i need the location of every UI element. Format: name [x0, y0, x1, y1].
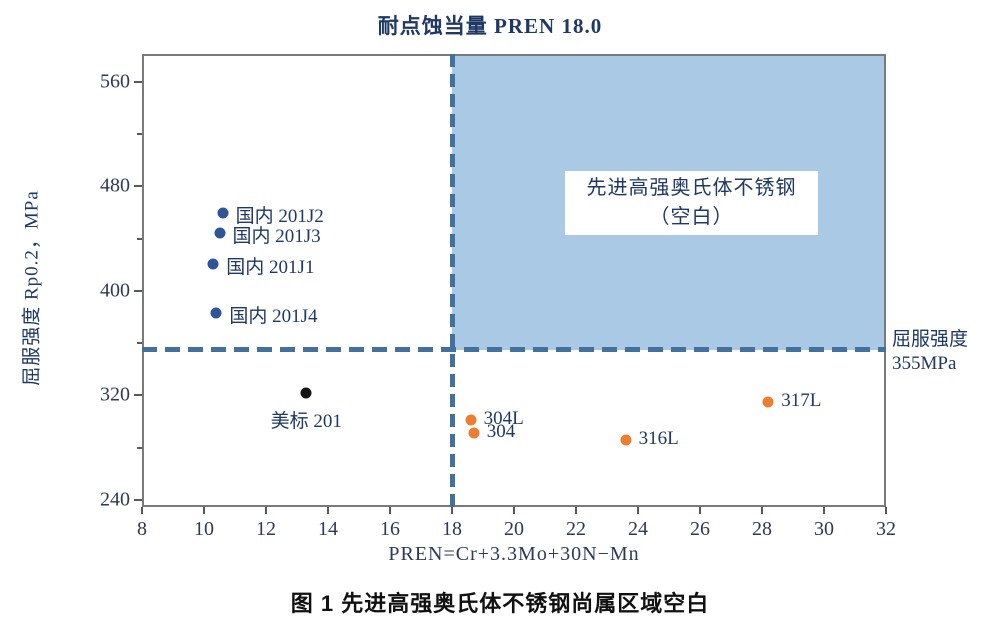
x-axis-tick — [699, 507, 701, 514]
pren-threshold-dashed-line — [449, 54, 455, 507]
x-axis-tick — [575, 507, 577, 514]
chart-title: 耐点蚀当量 PREN 18.0 — [377, 14, 603, 38]
y-axis-tick — [134, 185, 142, 188]
x-axis-tick — [761, 507, 763, 514]
y-axis-minor-tick — [137, 133, 142, 136]
x-axis-tick-label: 12 — [256, 518, 276, 540]
y-axis-tick-label: 560 — [100, 70, 130, 93]
x-axis-tick-label: 8 — [137, 518, 147, 540]
data-point-label: 304L — [483, 408, 524, 430]
x-axis-tick — [141, 507, 143, 514]
x-axis-tick — [823, 507, 825, 514]
yield-threshold-label-line2: 355MPa — [892, 353, 957, 374]
y-axis-tick — [134, 289, 142, 292]
x-axis-tick-label: 30 — [814, 518, 834, 540]
data-point-国内-201J1 — [207, 258, 219, 270]
y-axis-label: 屈服强度 Rp0.2，MPa — [21, 190, 43, 386]
x-axis-tick-label: 32 — [876, 518, 896, 540]
data-point-label: 317L — [781, 389, 822, 411]
data-point-316L — [620, 434, 632, 446]
yield-threshold-label-line1: 屈服强度 — [892, 329, 969, 350]
data-point-label: 美标 201 — [270, 410, 342, 432]
data-point-国内-201J4 — [210, 307, 222, 319]
data-point-304L — [465, 414, 477, 426]
data-point-国内-201J3 — [214, 227, 225, 239]
y-axis-tick-label: 320 — [100, 383, 130, 406]
data-point-label: 316L — [638, 427, 679, 449]
x-axis-tick-label: 14 — [318, 518, 338, 540]
x-axis-tick — [389, 507, 391, 514]
x-axis-tick — [637, 507, 639, 514]
data-point-label: 国内 201J4 — [229, 306, 318, 328]
data-point-label: 国内 201J2 — [235, 205, 324, 227]
y-axis-tick — [134, 394, 142, 397]
data-point-label: 国内 201J1 — [226, 256, 315, 278]
x-axis-tick — [451, 507, 453, 514]
y-axis-minor-tick — [137, 237, 142, 240]
x-axis-label: PREN=Cr+3.3Mo+30N−Mn — [388, 543, 640, 565]
plot-area — [142, 54, 886, 507]
figure-caption: 图 1 先进高强奥氏体不锈钢尚属区域空白 — [290, 591, 710, 616]
data-point-国内-201J2 — [217, 207, 229, 219]
x-axis-tick-label: 18 — [442, 518, 462, 540]
y-axis-minor-tick — [137, 446, 142, 449]
x-axis-tick — [327, 507, 329, 514]
data-point-美标-201 — [300, 387, 312, 399]
data-point-label: 国内 201J3 — [232, 226, 321, 248]
x-axis-tick — [203, 507, 205, 514]
x-axis-tick — [265, 507, 267, 514]
x-axis-tick-label: 28 — [752, 518, 772, 540]
x-axis-tick — [513, 507, 515, 514]
data-point-317L — [762, 396, 774, 408]
y-axis-tick-label: 400 — [100, 279, 130, 302]
blank-region-annotation-line1: 先进高强奥氏体不锈钢 — [586, 177, 797, 199]
y-axis-tick-label: 480 — [100, 174, 130, 197]
x-axis-tick — [885, 507, 887, 514]
x-axis-tick-label: 26 — [690, 518, 710, 540]
data-point-304 — [468, 427, 480, 439]
yield-threshold-dashed-line — [142, 347, 886, 353]
x-axis-tick-label: 24 — [628, 518, 648, 540]
x-axis-tick-label: 22 — [566, 518, 586, 540]
data-point-label: 304 — [486, 421, 516, 443]
blank-region-annotation-line2: （空白） — [649, 206, 734, 228]
blank-region-annotation: 先进高强奥氏体不锈钢 （空白） — [565, 171, 818, 235]
y-axis-tick — [134, 80, 142, 83]
x-axis-tick-label: 16 — [380, 518, 400, 540]
y-axis-tick — [134, 498, 142, 501]
y-axis-minor-tick — [137, 342, 142, 345]
y-axis-tick-label: 240 — [100, 488, 130, 511]
x-axis-tick-label: 20 — [504, 518, 524, 540]
yield-threshold-label: 屈服强度 355MPa — [892, 328, 998, 376]
x-axis-tick-label: 10 — [194, 518, 214, 540]
